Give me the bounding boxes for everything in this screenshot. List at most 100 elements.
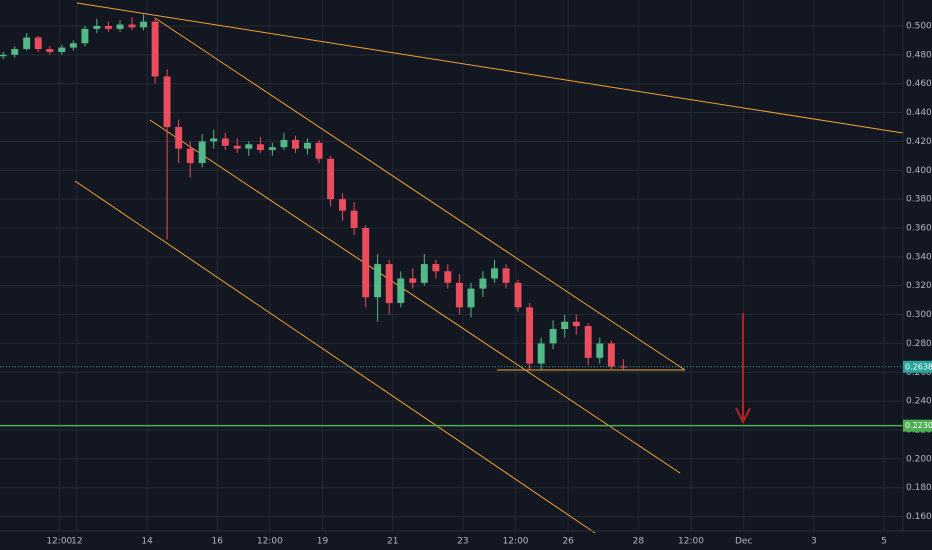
- x-tick-label: 23: [457, 537, 468, 547]
- drawings: [74, 2, 904, 534]
- candle-body: [584, 326, 592, 358]
- arrow-head: [735, 407, 751, 425]
- candle-body: [362, 227, 370, 298]
- target-arrow: [735, 313, 751, 425]
- candle-body: [596, 343, 604, 358]
- candle-body: [0, 54, 7, 57]
- candle-body: [151, 21, 159, 77]
- candle-body: [186, 148, 194, 164]
- candle-body: [175, 126, 183, 149]
- x-tick-label: 12:00: [503, 537, 529, 547]
- candle-body: [514, 282, 522, 308]
- axis-labels: 0.16000.18000.20000.22000.24000.26000.28…: [46, 21, 932, 547]
- candle-body: [256, 144, 264, 151]
- candle-body: [233, 145, 241, 149]
- candle-body: [58, 47, 66, 52]
- candle-body: [526, 307, 534, 364]
- candle-body: [163, 76, 171, 127]
- candle-body: [327, 158, 335, 200]
- candle-body: [81, 28, 89, 44]
- x-tick-label: 5: [881, 537, 887, 547]
- x-tick-label: 21: [387, 537, 398, 547]
- candle-body: [69, 43, 77, 48]
- candle-body: [385, 264, 393, 304]
- candle-body: [491, 268, 498, 279]
- x-tick-label: 16: [212, 537, 224, 547]
- candle-body: [315, 142, 323, 159]
- x-tick-label: 12:00: [46, 537, 72, 547]
- candle-body: [46, 49, 54, 52]
- x-tick-label: Dec: [735, 537, 752, 547]
- x-tick-label: 19: [317, 537, 329, 547]
- candle-body: [339, 199, 347, 211]
- candle-body: [23, 37, 31, 50]
- trend-line: [76, 2, 904, 134]
- candle-body: [502, 268, 510, 283]
- candle-body: [397, 278, 405, 304]
- candle-body: [268, 147, 276, 151]
- x-tick-label: 26: [562, 537, 574, 547]
- x-tick-label: 12:00: [678, 537, 704, 547]
- x-tick-label: 14: [141, 537, 153, 547]
- y-tick-label: 0.5000: [906, 21, 932, 31]
- candle-body: [619, 366, 627, 368]
- candle-body: [374, 264, 382, 298]
- trend-line: [149, 119, 681, 474]
- candle-body: [409, 278, 417, 283]
- candle-body: [444, 271, 452, 283]
- candle-body: [572, 321, 580, 327]
- candle-body: [140, 21, 148, 28]
- candles: [0, 14, 903, 427]
- candle-body: [128, 24, 136, 28]
- price-tag: [903, 419, 932, 432]
- candle-body: [280, 139, 288, 148]
- candle-body: [455, 282, 463, 308]
- x-tick-label: 28: [633, 537, 645, 547]
- x-tick-label: 12: [71, 537, 82, 547]
- candle-body: [350, 210, 358, 228]
- candle-body: [420, 264, 428, 283]
- candle-body: [198, 141, 206, 164]
- candle-body: [432, 264, 440, 272]
- price-tag-label: 0.2638: [905, 362, 932, 371]
- candle-body: [11, 49, 19, 55]
- candle-body: [467, 288, 475, 308]
- x-tick-label: 3: [811, 537, 817, 547]
- candle-body: [479, 278, 487, 289]
- candle-body: [303, 142, 311, 149]
- candle-body: [116, 24, 124, 29]
- candle-body: [292, 139, 299, 149]
- price-tag: [903, 360, 932, 373]
- grid: [0, 0, 903, 531]
- candle-body: [245, 144, 253, 149]
- trend-line: [74, 180, 596, 534]
- candle-body: [561, 321, 569, 329]
- candle-body: [210, 138, 218, 142]
- candle-body: [93, 25, 101, 29]
- candle-body: [549, 328, 557, 344]
- candle-body: [104, 25, 112, 29]
- trend-line: [154, 17, 686, 371]
- candle-body: [537, 343, 545, 364]
- price-tag-label: 0.2230: [905, 421, 932, 430]
- candle-body: [607, 343, 615, 367]
- candle-body: [34, 37, 42, 50]
- x-tick-label: 12:00: [257, 537, 283, 547]
